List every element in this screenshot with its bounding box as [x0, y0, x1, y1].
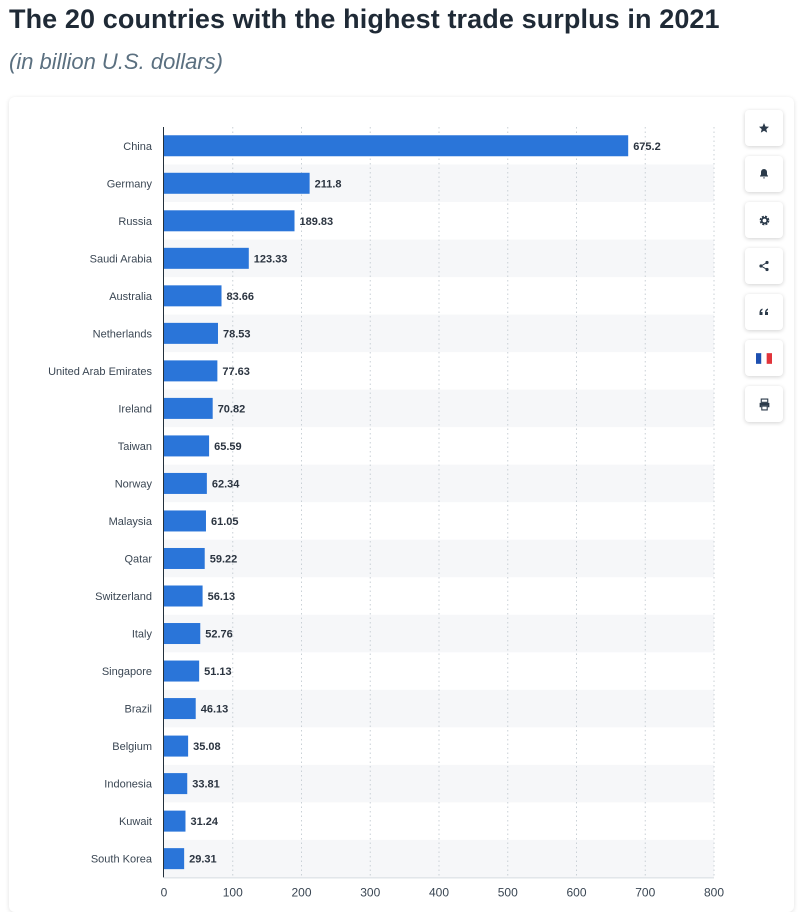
- data-label: 52.76: [205, 629, 233, 641]
- x-tick-label: 700: [635, 885, 655, 899]
- data-label: 70.82: [218, 403, 246, 415]
- row-stripe: [164, 539, 714, 578]
- settings-button[interactable]: [745, 202, 783, 238]
- bar: [164, 698, 196, 720]
- data-label: 675.2: [633, 141, 661, 153]
- french-flag-icon: [756, 352, 772, 364]
- cite-button[interactable]: [745, 294, 783, 330]
- category-label: Kuwait: [119, 816, 152, 828]
- category-label: Switzerland: [95, 591, 152, 603]
- language-button[interactable]: [745, 340, 783, 376]
- x-tick-label: 300: [360, 885, 380, 899]
- notification-button[interactable]: [745, 156, 783, 192]
- row-stripe: [164, 389, 714, 428]
- data-label: 78.53: [223, 328, 251, 340]
- data-label: 35.08: [193, 741, 221, 753]
- category-label: Netherlands: [93, 328, 153, 340]
- data-label: 51.13: [204, 666, 232, 678]
- data-label: 77.63: [222, 366, 250, 378]
- share-button[interactable]: [745, 248, 783, 284]
- gear-icon: [759, 215, 769, 225]
- bar: [164, 247, 249, 269]
- bar: [164, 585, 203, 607]
- favorite-button[interactable]: [745, 110, 783, 146]
- printer-icon: [759, 398, 769, 410]
- category-label: Singapore: [102, 666, 152, 678]
- chart-toolbar: [745, 110, 783, 432]
- bar: [164, 172, 310, 194]
- data-label: 56.13: [208, 591, 236, 603]
- chart-title: The 20 countries with the highest trade …: [9, 4, 720, 34]
- bar: [164, 210, 295, 232]
- category-label: Saudi Arabia: [90, 253, 153, 265]
- x-tick-label: 0: [161, 885, 168, 899]
- quote-icon: [759, 308, 768, 315]
- bar: [164, 660, 200, 682]
- bar: [164, 472, 207, 494]
- data-label: 29.31: [189, 854, 217, 866]
- x-tick-label: 600: [566, 885, 586, 899]
- bar: [164, 735, 189, 757]
- category-label: Germany: [107, 178, 153, 190]
- data-label: 123.33: [254, 253, 288, 265]
- data-label: 61.05: [211, 516, 239, 528]
- category-label: South Korea: [91, 854, 153, 866]
- bar: [164, 435, 210, 457]
- bar: [164, 510, 206, 532]
- bar: [164, 360, 218, 382]
- data-label: 46.13: [201, 704, 229, 716]
- category-label: Qatar: [124, 553, 152, 565]
- category-label: Italy: [132, 629, 153, 641]
- x-tick-label: 400: [429, 885, 449, 899]
- category-label: China: [123, 141, 153, 153]
- data-label: 211.8: [315, 178, 342, 190]
- bar: [164, 773, 188, 795]
- category-label: Indonesia: [104, 779, 153, 791]
- x-tick-label: 100: [223, 885, 243, 899]
- x-tick-label: 500: [498, 885, 518, 899]
- x-tick-label: 800: [704, 885, 724, 899]
- chart-subtitle: (in billion U.S. dollars): [9, 49, 223, 74]
- category-label: Ireland: [118, 403, 152, 415]
- category-label: Russia: [118, 216, 153, 228]
- bar: [164, 322, 218, 344]
- category-label: Taiwan: [118, 441, 152, 453]
- row-stripe: [164, 764, 714, 803]
- data-label: 59.22: [210, 553, 238, 565]
- data-label: 62.34: [212, 478, 240, 490]
- bar: [164, 285, 222, 307]
- print-button[interactable]: [745, 386, 783, 422]
- data-label: 33.81: [192, 779, 220, 791]
- bar: [164, 810, 186, 832]
- category-label: Norway: [115, 478, 153, 490]
- category-label: Brazil: [124, 704, 152, 716]
- bar: [164, 547, 205, 569]
- bar: [164, 135, 629, 157]
- category-label: Australia: [109, 291, 153, 303]
- category-label: Malaysia: [109, 516, 153, 528]
- data-label: 65.59: [214, 441, 242, 453]
- share-icon: [759, 260, 769, 272]
- category-label: Belgium: [112, 741, 152, 753]
- bar: [164, 397, 213, 419]
- x-tick-label: 200: [291, 885, 311, 899]
- data-label: 83.66: [227, 291, 255, 303]
- category-label: United Arab Emirates: [48, 366, 152, 378]
- row-stripe: [164, 839, 714, 878]
- bell-icon: [760, 169, 768, 179]
- bar: [164, 623, 201, 645]
- bar: [164, 848, 185, 870]
- data-label: 31.24: [190, 816, 218, 828]
- row-stripe: [164, 614, 714, 653]
- data-label: 189.83: [300, 216, 334, 228]
- star-icon: [759, 123, 769, 133]
